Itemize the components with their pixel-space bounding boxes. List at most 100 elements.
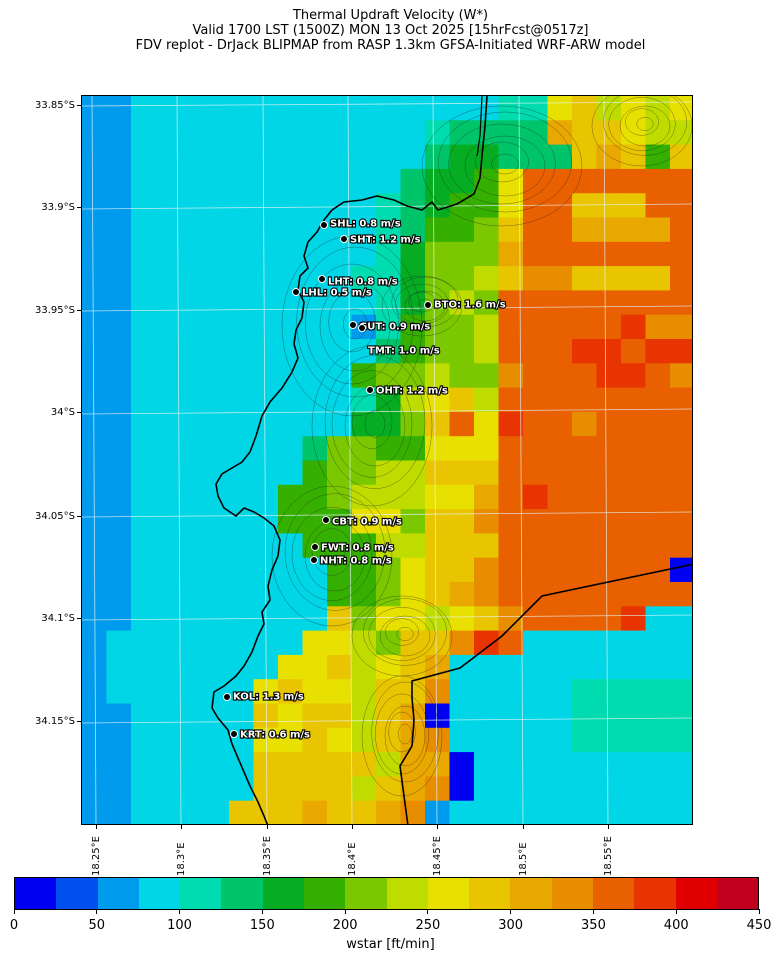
wstar-cell xyxy=(278,339,304,364)
wstar-cell xyxy=(670,168,692,194)
terrain-contour xyxy=(438,111,572,213)
wstar-cell xyxy=(498,314,524,340)
wstar-cell xyxy=(376,96,402,121)
station-label-nht: NHT: 0.8 m/s xyxy=(320,556,392,567)
wstar-cell xyxy=(302,582,328,607)
station-label-fwt: FWT: 0.8 m/s xyxy=(321,543,394,554)
wstar-cell xyxy=(621,533,647,559)
wstar-cell xyxy=(82,217,108,243)
wstar-cell xyxy=(645,339,671,364)
station-marker-lhl[interactable] xyxy=(292,288,300,296)
map-panel[interactable]: SHL: 0.8 m/s SHT: 1.2 m/s LHT: 0.8 m/s LHL:… xyxy=(81,95,693,825)
wstar-cell xyxy=(596,387,622,413)
wstar-cell xyxy=(155,120,181,146)
wstar-cell xyxy=(400,557,426,583)
title-line-3: FDV replot - DrJack BLIPMAP from RASP 1.… xyxy=(135,38,646,53)
wstar-cell xyxy=(425,703,451,729)
colorbar-label: wstar [ft/min] xyxy=(346,937,435,952)
wstar-cell xyxy=(572,460,598,486)
colorbar-segment xyxy=(56,878,98,909)
station-marker-oht[interactable] xyxy=(366,386,374,394)
terrain-contour xyxy=(421,105,583,227)
wstar-cell xyxy=(253,96,279,121)
colorbar-tick-label: 400 xyxy=(663,918,689,933)
wstar-cell xyxy=(253,339,279,364)
map-canvas: SHL: 0.8 m/s SHT: 1.2 m/s LHT: 0.8 m/sLHL:… xyxy=(82,96,692,824)
lat-tick xyxy=(77,721,81,722)
wstar-cell xyxy=(106,533,132,559)
wstar-cell xyxy=(400,339,426,364)
wstar-cell xyxy=(572,339,598,364)
wstar-cell xyxy=(180,266,206,291)
wstar-cell xyxy=(253,144,279,170)
wstar-cell xyxy=(229,679,255,705)
wstar-cell xyxy=(155,387,181,413)
wstar-cell xyxy=(498,703,524,729)
wstar-cell xyxy=(131,363,157,389)
terrain-contour xyxy=(475,141,529,183)
wstar-cell xyxy=(645,703,671,729)
wstar-cell xyxy=(82,411,108,437)
wstar-cell xyxy=(106,752,132,777)
wstar-cell xyxy=(621,339,647,364)
wstar-cell xyxy=(131,533,157,559)
wstar-cell xyxy=(449,557,475,583)
station-marker-lht[interactable] xyxy=(318,275,326,283)
colorbar-tick-label: 300 xyxy=(498,918,524,933)
station-marker-shl[interactable] xyxy=(320,221,328,229)
station-marker-sht[interactable] xyxy=(340,235,348,243)
colorbar-tick xyxy=(13,909,15,914)
wstar-cell xyxy=(547,679,573,705)
wstar-cell xyxy=(621,363,647,389)
wstar-cell xyxy=(82,96,108,121)
wstar-cell xyxy=(572,96,598,121)
wstar-cell xyxy=(82,776,108,802)
wstar-cell xyxy=(621,606,647,632)
wstar-cell xyxy=(278,679,304,705)
wstar-cell xyxy=(547,800,573,824)
colorbar-tick-label: 150 xyxy=(249,918,275,933)
wstar-cell xyxy=(547,533,573,559)
wstar-cell xyxy=(547,460,573,486)
wstar-cell xyxy=(253,363,279,389)
wstar-cell xyxy=(180,217,206,243)
wstar-cell xyxy=(376,314,402,340)
colorbar-tick-label: 50 xyxy=(88,918,106,933)
wstar-cell xyxy=(155,654,181,680)
wstar-cell xyxy=(106,557,132,583)
wstar-cell xyxy=(572,727,598,753)
colorbar-segment xyxy=(592,878,635,909)
wstar-cell xyxy=(621,776,647,802)
wstar-cell xyxy=(523,363,549,389)
wstar-cell xyxy=(351,630,377,656)
station-marker-tmt[interactable] xyxy=(358,324,366,332)
station-marker-krt[interactable] xyxy=(230,730,238,738)
wstar-cell xyxy=(106,241,132,267)
wstar-cell xyxy=(449,411,475,437)
wstar-cell xyxy=(572,314,598,340)
wstar-cell xyxy=(253,557,279,583)
station-marker-nht[interactable] xyxy=(310,556,318,564)
wstar-cell xyxy=(302,703,328,729)
wstar-cell xyxy=(474,217,500,243)
wstar-cell xyxy=(474,387,500,413)
station-marker-kol[interactable] xyxy=(223,693,231,701)
wstar-cell xyxy=(449,314,475,340)
wstar-cell xyxy=(180,654,206,680)
station-marker-cbt[interactable] xyxy=(322,516,330,524)
wstar-cell xyxy=(106,679,132,705)
wstar-cell xyxy=(425,168,451,194)
wstar-cell xyxy=(155,290,181,316)
wstar-cell xyxy=(376,606,402,632)
wstar-cell xyxy=(376,217,402,243)
wstar-cell xyxy=(155,241,181,267)
station-marker-bto[interactable] xyxy=(424,301,432,309)
terrain-contour xyxy=(384,705,426,767)
wstar-cell xyxy=(351,144,377,170)
wstar-cell xyxy=(302,96,328,121)
wstar-cell xyxy=(155,533,181,559)
station-marker-gut[interactable] xyxy=(349,321,357,329)
wstar-cell xyxy=(645,460,671,486)
station-marker-fwt[interactable] xyxy=(311,543,319,551)
wstar-cell xyxy=(376,630,402,656)
